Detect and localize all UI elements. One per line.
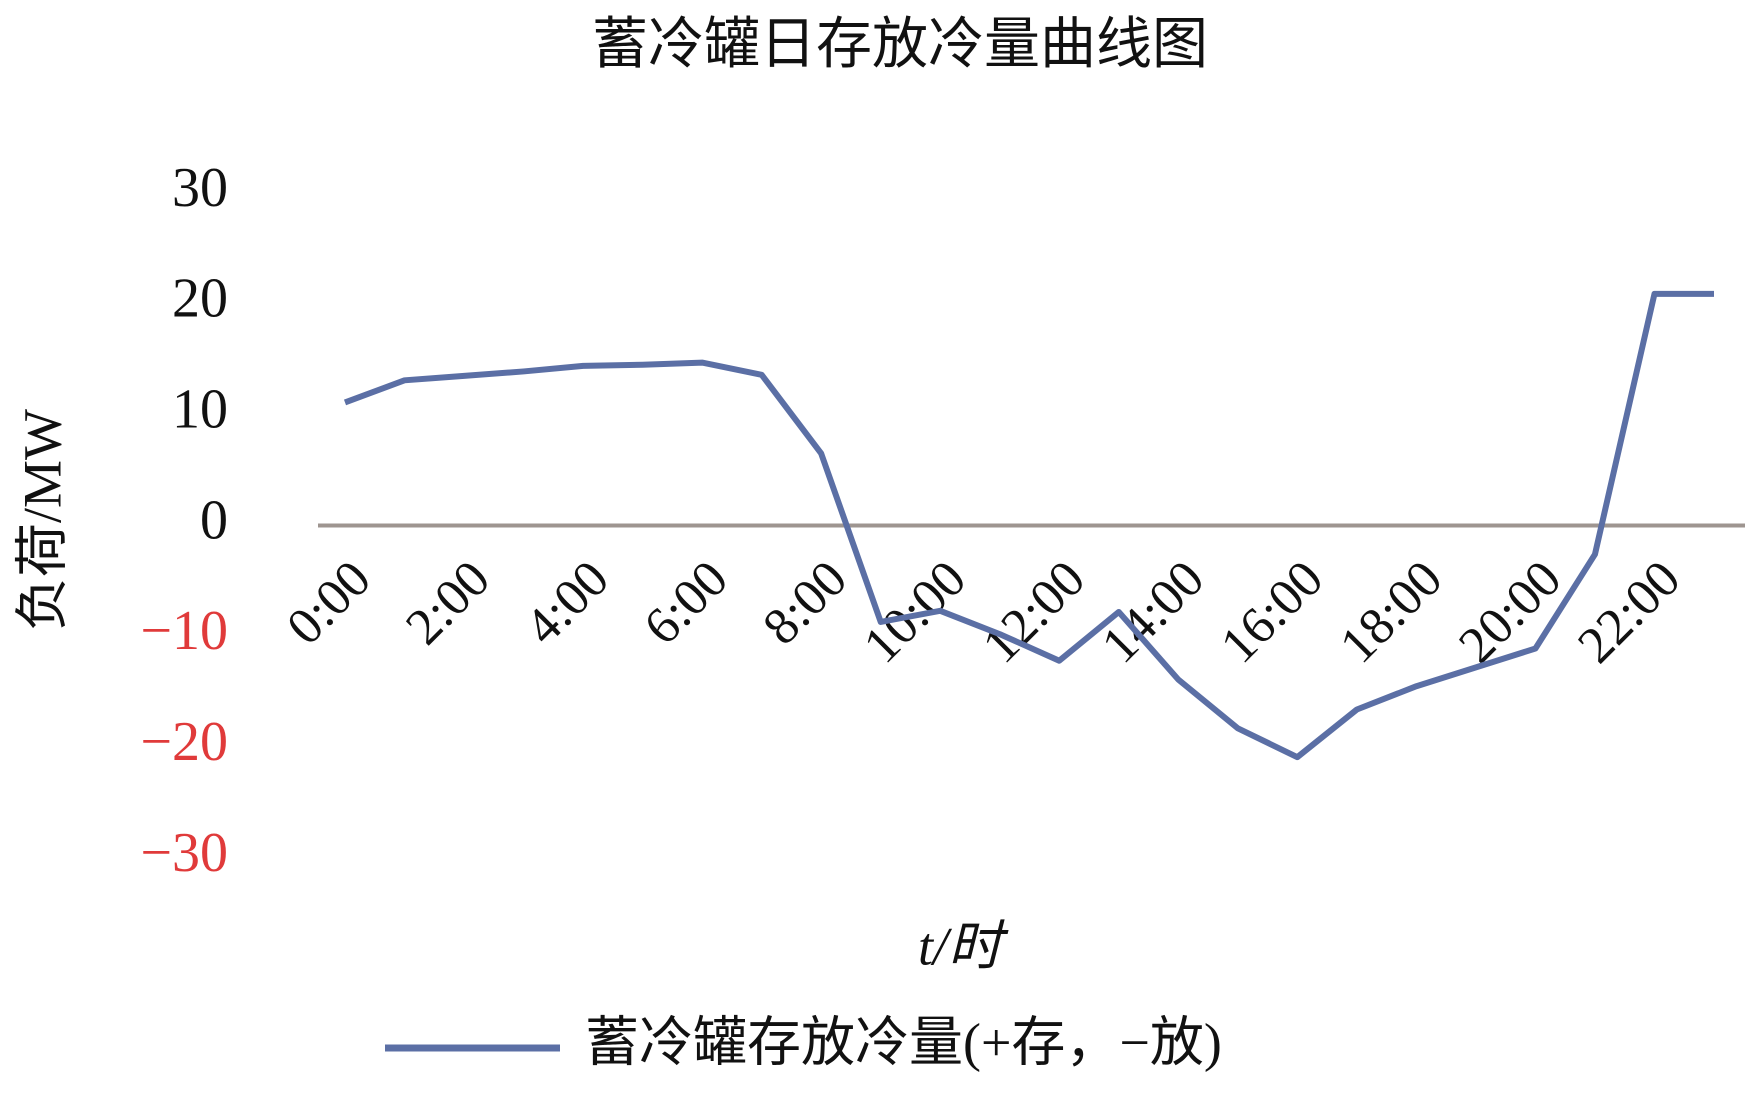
y-tick-label: −30 — [140, 822, 228, 884]
x-tick-label: 6:00 — [633, 550, 739, 656]
data-line — [343, 290, 1714, 761]
y-axis-title: 负荷/MW — [12, 409, 72, 631]
x-tick-label: 0:00 — [276, 550, 382, 656]
x-tick-label: 16:00 — [1210, 550, 1334, 674]
y-tick-label: 20 — [172, 268, 228, 330]
y-tick-label: 10 — [172, 379, 228, 441]
chart-title: 蓄冷罐日存放冷量曲线图 — [592, 14, 1208, 76]
x-tick-label: 2:00 — [395, 550, 501, 656]
y-tick-label: −20 — [140, 711, 228, 773]
y-tick-label: 0 — [200, 489, 228, 551]
y-tick-label: −10 — [140, 600, 228, 662]
legend-label: 蓄冷罐存放冷量(+存，−放) — [585, 1012, 1222, 1072]
x-axis-title: t/时 — [918, 916, 1009, 976]
x-tick-label: 10:00 — [853, 550, 977, 674]
x-tick-label: 18:00 — [1329, 550, 1453, 674]
y-tick-label: 30 — [172, 157, 228, 219]
x-tick-label: 12:00 — [972, 550, 1096, 674]
x-tick-label: 8:00 — [752, 550, 858, 656]
x-tick-label: 4:00 — [514, 550, 620, 656]
